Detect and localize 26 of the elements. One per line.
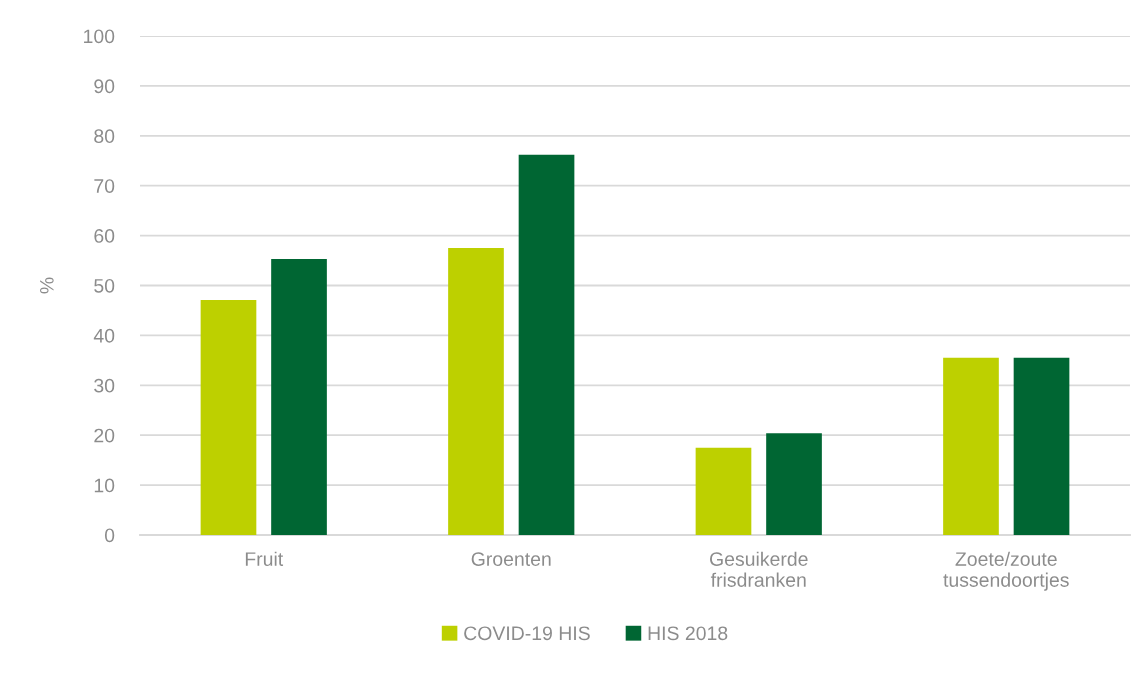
y-tick-label: 20 xyxy=(94,428,115,443)
x-tick-label: Gesuikerde frisdranken xyxy=(710,551,808,587)
y-axis-title: % xyxy=(40,277,54,294)
bar xyxy=(271,259,327,535)
y-tick-label: 60 xyxy=(94,229,115,243)
y-tick-label: 50 xyxy=(94,278,115,293)
y-tick-label: 40 xyxy=(93,328,115,343)
bar xyxy=(943,357,999,535)
y-tick-label: 0 xyxy=(104,528,115,543)
bar xyxy=(766,433,822,535)
y-tick-label: 30 xyxy=(94,378,115,393)
bar xyxy=(1013,357,1070,535)
y-tick-label: 10 xyxy=(94,478,115,493)
y-tick-label: 70 xyxy=(94,179,115,193)
legend-label: HIS 2018 xyxy=(648,626,728,641)
y-tick-label: 80 xyxy=(94,129,115,144)
bar xyxy=(200,299,257,535)
x-tick-label: Fruit xyxy=(245,551,284,566)
bar xyxy=(695,447,752,535)
bar xyxy=(448,248,504,535)
legend-label: COVID-19 HIS xyxy=(464,626,590,641)
x-tick-label: Groenten xyxy=(471,552,551,566)
y-tick-label: 90 xyxy=(94,79,115,94)
y-tick-label: 100 xyxy=(84,29,115,44)
bar xyxy=(518,154,575,535)
x-tick-label: Zoete/zoute tussendoortjes xyxy=(943,551,1069,591)
